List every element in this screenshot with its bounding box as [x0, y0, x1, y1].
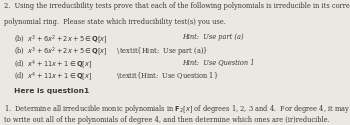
Text: (b)  $x^3 + 6x^2 + 2x + 5 \in \mathbf{Q}[x]$: (b) $x^3 + 6x^2 + 2x + 5 \in \mathbf{Q}[… — [14, 33, 108, 46]
Text: to write out all of the polynomials of degree 4, and then determine which ones a: to write out all of the polynomials of d… — [4, 116, 330, 124]
Text: (d)  $x^4 + 11x + 1 \in \mathbf{Q}[x]$            \textit{Hint:  Use Question 1}: (d) $x^4 + 11x + 1 \in \mathbf{Q}[x]$ \t… — [14, 71, 218, 83]
Text: polynomial ring.  Please state which irreducibility test(s) you use.: polynomial ring. Please state which irre… — [4, 18, 226, 26]
Text: Here is question1: Here is question1 — [14, 88, 89, 94]
Text: Hint:  Use Question 1: Hint: Use Question 1 — [182, 58, 254, 66]
Text: (b)  $x^3 + 6x^2 + 2x + 5 \in \mathbf{Q}[x]$     \textit{Hint:  Use part (a)}: (b) $x^3 + 6x^2 + 2x + 5 \in \mathbf{Q}[… — [14, 46, 208, 59]
Text: 2.  Using the irreducibility tests prove that each of the following polynomials : 2. Using the irreducibility tests prove … — [4, 2, 350, 10]
Text: 1.  Determine all irreducible monic polynomials in $\mathbf{F}_2[x]$ of degrees : 1. Determine all irreducible monic polyn… — [4, 103, 350, 115]
Text: (d)  $x^4 + 11x + 1 \in \mathbf{Q}[x]$: (d) $x^4 + 11x + 1 \in \mathbf{Q}[x]$ — [14, 58, 92, 71]
Text: Hint:  Use part (a): Hint: Use part (a) — [182, 33, 244, 41]
